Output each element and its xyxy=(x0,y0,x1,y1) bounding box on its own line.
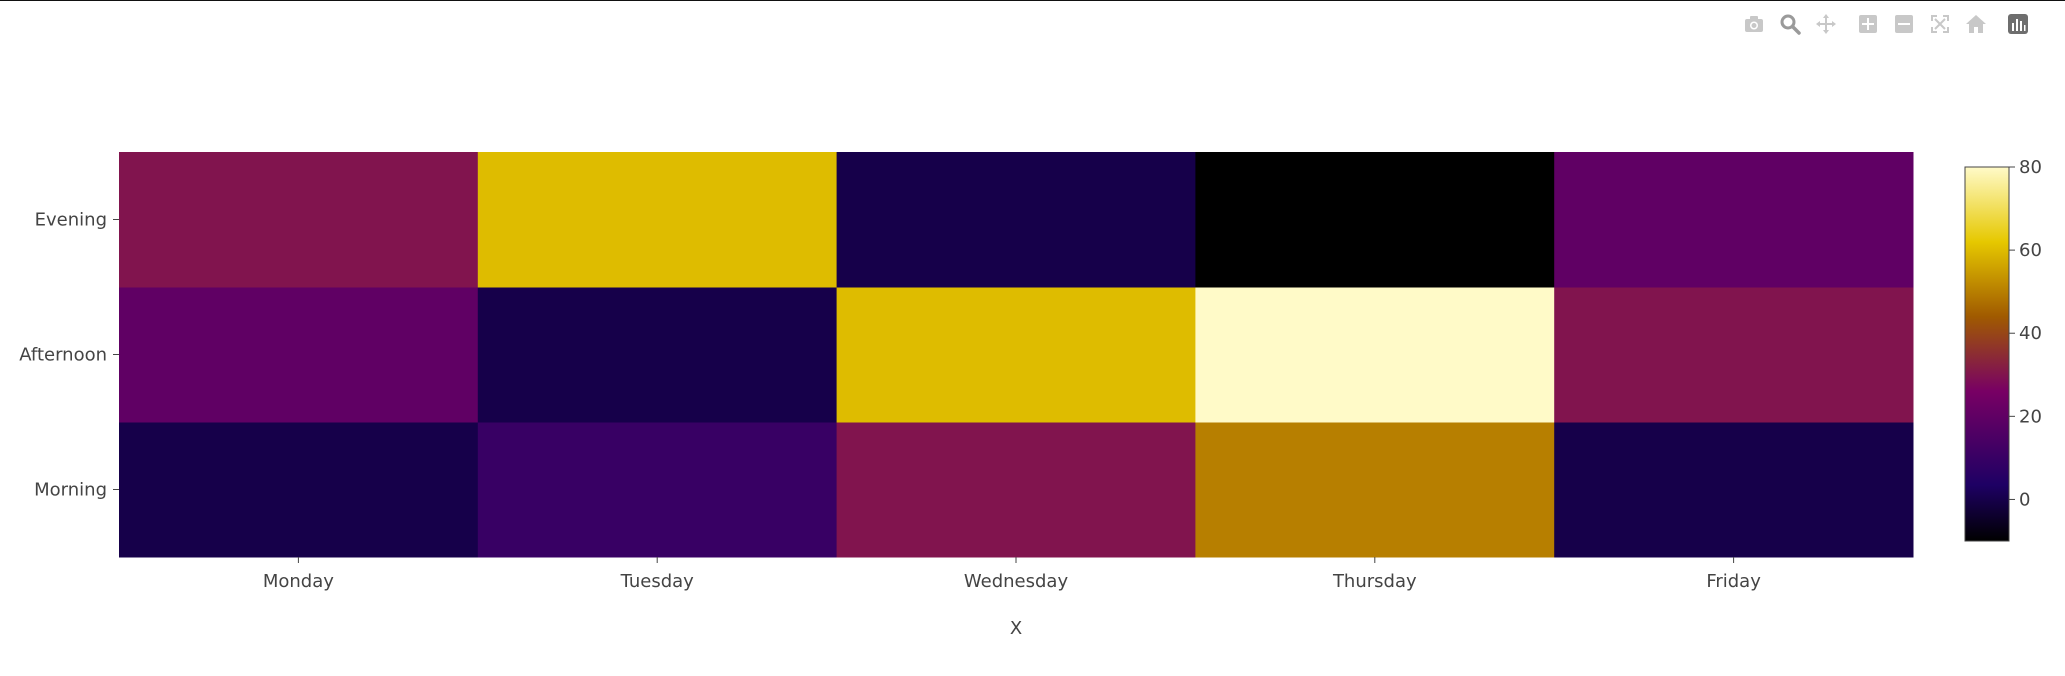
heatmap-cell-morning-wednesday[interactable] xyxy=(836,422,1196,558)
heatmap-cell-afternoon-thursday[interactable] xyxy=(1195,287,1555,423)
top-border-line xyxy=(0,0,2065,1)
colorbar-gradient xyxy=(1964,166,2010,542)
colorbar-tick-label: 0 xyxy=(2019,489,2030,510)
x-tick-label: Friday xyxy=(1706,571,1761,592)
heatmap-cell-afternoon-monday[interactable] xyxy=(119,287,479,423)
heatmap-cell-afternoon-tuesday[interactable] xyxy=(477,287,838,423)
y-tick-label: Morning xyxy=(34,480,107,501)
heatmap-cell-afternoon-friday[interactable] xyxy=(1554,287,1914,423)
heatmap-cell-morning-thursday[interactable] xyxy=(1195,422,1555,558)
heatmap-cell-morning-friday[interactable] xyxy=(1554,422,1914,558)
zoom-in-icon[interactable] xyxy=(1854,10,1882,38)
plotly-logo-icon[interactable] xyxy=(2004,10,2032,38)
zoom-icon[interactable] xyxy=(1776,10,1804,38)
zoom-out-icon[interactable] xyxy=(1890,10,1918,38)
x-tick-label: Wednesday xyxy=(964,571,1069,592)
camera-icon[interactable] xyxy=(1740,10,1768,38)
y-tick-label: Evening xyxy=(35,210,107,231)
y-axis: Morning Afternoon Evening xyxy=(19,210,119,501)
heatmap-cell-evening-friday[interactable] xyxy=(1554,152,1914,288)
home-icon[interactable] xyxy=(1962,10,1990,38)
x-tick-label: Thursday xyxy=(1332,571,1417,592)
x-axis-title: X xyxy=(1010,618,1022,639)
heatmap-cells xyxy=(119,152,1914,558)
heatmap-cell-evening-tuesday[interactable] xyxy=(477,152,838,288)
heatmap-cell-afternoon-wednesday[interactable] xyxy=(836,287,1196,423)
heatmap-cell-evening-monday[interactable] xyxy=(119,152,479,288)
heatmap-cell-evening-wednesday[interactable] xyxy=(836,152,1196,288)
heatmap-cell-morning-monday[interactable] xyxy=(119,422,479,558)
colorbar-tick-label: 40 xyxy=(2019,323,2042,344)
x-axis: Monday Tuesday Wednesday Thursday Friday xyxy=(263,557,1761,592)
y-tick-label: Afternoon xyxy=(19,345,107,366)
pan-icon[interactable] xyxy=(1812,10,1840,38)
x-tick-label: Monday xyxy=(263,571,334,592)
autoscale-icon[interactable] xyxy=(1926,10,1954,38)
colorbar-tick-label: 20 xyxy=(2019,406,2042,427)
heatmap-cell-morning-tuesday[interactable] xyxy=(477,422,838,558)
colorbar-tick-label: 80 xyxy=(2019,157,2042,178)
colorbar-tick-label: 60 xyxy=(2019,240,2042,261)
x-tick-label: Tuesday xyxy=(620,571,695,592)
colorbar: 0 20 40 60 80 xyxy=(1964,157,2042,542)
heatmap-cell-evening-thursday[interactable] xyxy=(1195,152,1555,288)
modebar xyxy=(1740,10,2040,38)
